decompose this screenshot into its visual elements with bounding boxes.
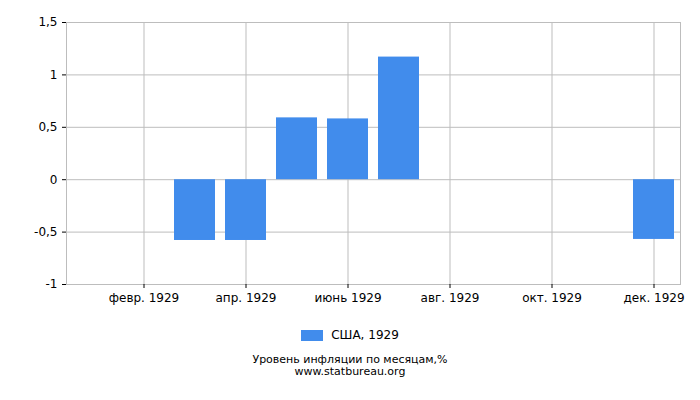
svg-text:1,5: 1,5 [38,15,57,29]
html-text:www.statbureau.org: www.statbureau.org [294,365,406,378]
svg-text:июнь 1929: июнь 1929 [314,291,381,305]
svg-text:окт. 1929: окт. 1929 [522,291,582,305]
svg-text:0,5: 0,5 [38,120,57,134]
svg-text:апр. 1929: апр. 1929 [216,291,277,305]
svg-text:авг. 1929: авг. 1929 [421,291,480,305]
svg-text:дек. 1929: дек. 1929 [623,291,684,305]
svg-text:-0,5: -0,5 [34,225,57,239]
svg-text:февр. 1929: февр. 1929 [109,291,180,305]
svg-text:-1: -1 [46,277,58,291]
svg-text:1: 1 [50,68,58,82]
html-text:Уровень инфляции по месяцам,%: Уровень инфляции по месяцам,% [252,353,448,366]
html-text:США, 1929: США, 1929 [331,328,399,342]
svg-text:0: 0 [50,173,58,187]
